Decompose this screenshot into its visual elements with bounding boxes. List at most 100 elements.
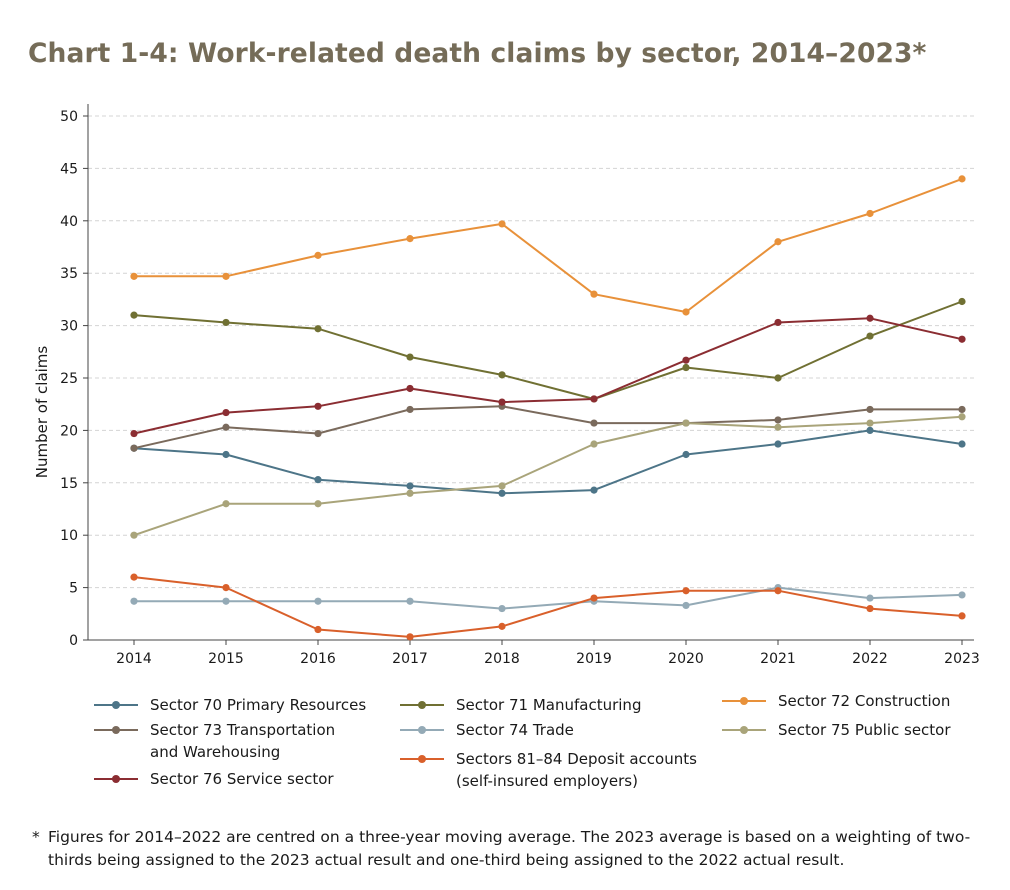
legend-label-line1: Sector 71 Manufacturing	[456, 696, 642, 714]
data-point	[222, 423, 230, 431]
gridlines	[88, 115, 974, 589]
series-line	[133, 576, 963, 638]
footnote-marker: *	[32, 828, 40, 846]
data-point	[590, 290, 598, 298]
data-point	[498, 482, 506, 490]
x-tick-label: 2022	[852, 651, 888, 667]
footnote: * Figures for 2014–2022 are centred on a…	[32, 826, 992, 872]
data-point	[222, 584, 230, 592]
legend-marker	[418, 755, 426, 763]
data-point	[314, 625, 322, 634]
y-tick-label: 35	[60, 266, 78, 282]
legend-item-sector-71: Sector 71 Manufacturing	[400, 694, 641, 716]
data-point	[406, 597, 414, 605]
data-point	[314, 500, 322, 508]
x-tick-label: 2014	[116, 651, 152, 667]
data-point	[314, 476, 322, 484]
data-point	[866, 419, 874, 427]
data-point	[866, 604, 874, 613]
data-point	[866, 405, 874, 414]
y-tick-label: 5	[69, 581, 78, 597]
series-line	[133, 415, 963, 537]
data-point	[682, 356, 690, 364]
data-point	[774, 416, 782, 424]
legend-label-line1: Sector 73 Transportation	[150, 721, 336, 739]
data-point	[958, 175, 966, 183]
data-point	[590, 395, 598, 403]
chart-legend: Sector 70 Primary Resources Sector 71 Ma…	[0, 690, 1010, 800]
y-tick-label: 45	[60, 161, 78, 177]
chart-title: Chart 1-4: Work-related death claims by …	[28, 38, 927, 69]
x-tick-label: 2015	[208, 651, 244, 667]
axes	[87, 104, 974, 641]
data-point	[406, 482, 414, 490]
data-point	[958, 413, 966, 421]
legend-label-line1: Sector 72 Construction	[778, 692, 951, 710]
data-point	[498, 398, 506, 406]
footnote-text: Figures for 2014–2022 are centred on a t…	[48, 828, 971, 869]
data-point	[222, 500, 230, 508]
legend-label: Sector 71 Manufacturing	[456, 694, 641, 716]
data-point	[406, 405, 414, 414]
data-point	[774, 374, 782, 382]
data-point	[314, 325, 322, 333]
series-line	[134, 177, 963, 313]
y-tick-label: 40	[60, 214, 78, 230]
data-point	[314, 429, 322, 438]
legend-item-sectors-81-84: Sectors 81–84 Deposit accounts (self-ins…	[400, 748, 697, 792]
legend-label-line1: Sector 70 Primary Resources	[150, 696, 367, 714]
data-point	[130, 429, 138, 438]
y-tick-label: 20	[60, 423, 78, 439]
y-tick-label: 10	[60, 528, 78, 544]
legend-marker	[418, 726, 426, 734]
x-tick-label: 2017	[392, 651, 428, 667]
legend-marker	[112, 726, 120, 734]
y-axis-label: Number of claims	[33, 346, 51, 479]
series-line	[133, 429, 963, 495]
data-point	[958, 405, 966, 414]
data-point	[958, 297, 966, 306]
legend-swatch	[400, 719, 444, 741]
legend-item-sector-73: Sector 73 Transportation and Warehousing	[94, 719, 335, 763]
x-axis-ticks: 2014 2015 2016 2017 2018 2019 2020 2021 2022 2023	[116, 640, 980, 667]
data-point	[590, 440, 598, 448]
legend-item-sector-75: Sector 75 Public sector	[722, 719, 951, 741]
data-point	[406, 384, 414, 393]
data-point	[590, 419, 598, 427]
series-line	[133, 317, 963, 435]
legend-label-line1: Sector 74 Trade	[456, 721, 574, 739]
data-point	[130, 573, 138, 581]
data-point	[406, 235, 414, 243]
legend-item-sector-70: Sector 70 Primary Resources	[94, 694, 366, 716]
data-point	[130, 311, 138, 319]
legend-label-line1: Sector 75 Public sector	[778, 721, 951, 739]
legend-item-sector-76: Sector 76 Service sector	[94, 768, 334, 790]
data-point	[958, 612, 966, 620]
legend-label: Sector 70 Primary Resources	[150, 694, 366, 716]
data-point	[130, 531, 138, 539]
x-tick-label: 2023	[944, 651, 980, 667]
data-point	[314, 402, 322, 410]
x-tick-label: 2020	[668, 651, 704, 667]
data-point	[590, 594, 598, 602]
legend-item-sector-72: Sector 72 Construction	[722, 690, 950, 712]
legend-label: Sectors 81–84 Deposit accounts (self-ins…	[456, 748, 697, 792]
data-point	[866, 594, 874, 602]
legend-swatch	[94, 694, 138, 716]
data-point	[314, 597, 322, 605]
legend-marker	[112, 701, 120, 709]
data-point	[498, 622, 506, 630]
x-tick-label: 2021	[760, 651, 796, 667]
data-point	[406, 489, 414, 497]
legend-swatch	[94, 719, 138, 741]
data-point	[866, 332, 874, 340]
data-point	[222, 450, 230, 459]
data-point	[498, 371, 506, 379]
legend-label: Sector 76 Service sector	[150, 768, 334, 790]
data-point	[682, 363, 690, 372]
legend-label-line2: (self-insured employers)	[456, 772, 638, 790]
y-tick-label: 50	[60, 109, 78, 125]
legend-swatch	[94, 768, 138, 790]
y-axis-ticks: 0 5 10 15 20 25 30 35 40 45 50	[60, 109, 88, 649]
data-point	[866, 209, 874, 218]
